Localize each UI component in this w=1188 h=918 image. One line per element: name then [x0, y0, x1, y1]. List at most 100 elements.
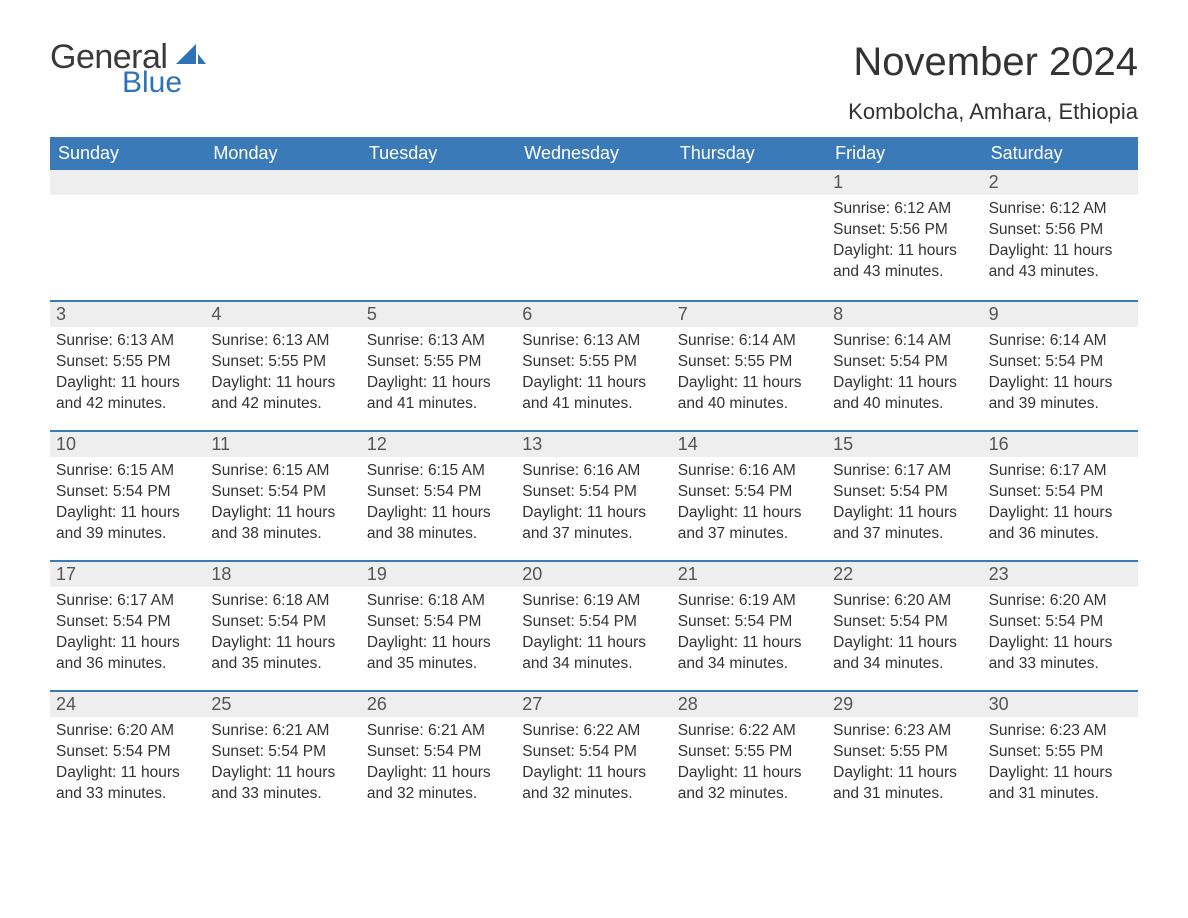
sunset-text: Sunset: 5:55 PM: [989, 742, 1132, 763]
day-number: 29: [827, 692, 982, 717]
sunrise-text: Sunrise: 6:17 AM: [833, 461, 976, 482]
sunrise-text: Sunrise: 6:15 AM: [211, 461, 354, 482]
day-cell: Sunrise: 6:13 AMSunset: 5:55 PMDaylight:…: [205, 327, 360, 425]
day-number: 15: [827, 432, 982, 457]
day-cell: Sunrise: 6:14 AMSunset: 5:55 PMDaylight:…: [672, 327, 827, 425]
day-number: 2: [983, 170, 1138, 195]
daylight-text: Daylight: 11 hours and 33 minutes.: [211, 763, 354, 805]
day-cell: Sunrise: 6:12 AMSunset: 5:56 PMDaylight:…: [983, 195, 1138, 293]
daylight-text: Daylight: 11 hours and 43 minutes.: [833, 241, 976, 283]
daynum-strip: 10111213141516: [50, 432, 1138, 457]
sunset-text: Sunset: 5:55 PM: [678, 352, 821, 373]
daylight-text: Daylight: 11 hours and 41 minutes.: [367, 373, 510, 415]
day-number: [205, 170, 360, 195]
day-cell: [50, 195, 205, 293]
day-number: 24: [50, 692, 205, 717]
daylight-text: Daylight: 11 hours and 32 minutes.: [522, 763, 665, 805]
day-number: 23: [983, 562, 1138, 587]
sunrise-text: Sunrise: 6:16 AM: [522, 461, 665, 482]
sunrise-text: Sunrise: 6:23 AM: [989, 721, 1132, 742]
day-cell: Sunrise: 6:18 AMSunset: 5:54 PMDaylight:…: [205, 587, 360, 685]
sunrise-text: Sunrise: 6:12 AM: [989, 199, 1132, 220]
sunrise-text: Sunrise: 6:14 AM: [989, 331, 1132, 352]
daylight-text: Daylight: 11 hours and 32 minutes.: [367, 763, 510, 805]
daylight-text: Daylight: 11 hours and 34 minutes.: [678, 633, 821, 675]
sunrise-text: Sunrise: 6:14 AM: [678, 331, 821, 352]
sunrise-text: Sunrise: 6:21 AM: [211, 721, 354, 742]
month-title: November 2024: [848, 40, 1138, 85]
week-row: 10111213141516Sunrise: 6:15 AMSunset: 5:…: [50, 430, 1138, 560]
week-row: 17181920212223Sunrise: 6:17 AMSunset: 5:…: [50, 560, 1138, 690]
day-cell: Sunrise: 6:17 AMSunset: 5:54 PMDaylight:…: [827, 457, 982, 555]
day-cell: Sunrise: 6:13 AMSunset: 5:55 PMDaylight:…: [50, 327, 205, 425]
sunset-text: Sunset: 5:54 PM: [367, 612, 510, 633]
daylight-text: Daylight: 11 hours and 42 minutes.: [211, 373, 354, 415]
daylight-text: Daylight: 11 hours and 43 minutes.: [989, 241, 1132, 283]
sunset-text: Sunset: 5:55 PM: [522, 352, 665, 373]
weekday-header: Saturday: [983, 137, 1138, 170]
day-number: 21: [672, 562, 827, 587]
day-number: 11: [205, 432, 360, 457]
daylight-text: Daylight: 11 hours and 33 minutes.: [56, 763, 199, 805]
day-number: 10: [50, 432, 205, 457]
weekday-header: Thursday: [672, 137, 827, 170]
sunrise-text: Sunrise: 6:16 AM: [678, 461, 821, 482]
day-number: [516, 170, 671, 195]
day-number: 12: [361, 432, 516, 457]
day-cell: Sunrise: 6:20 AMSunset: 5:54 PMDaylight:…: [827, 587, 982, 685]
sunset-text: Sunset: 5:54 PM: [678, 482, 821, 503]
day-cell: Sunrise: 6:14 AMSunset: 5:54 PMDaylight:…: [827, 327, 982, 425]
day-cell: Sunrise: 6:17 AMSunset: 5:54 PMDaylight:…: [983, 457, 1138, 555]
daylight-text: Daylight: 11 hours and 40 minutes.: [833, 373, 976, 415]
daylight-text: Daylight: 11 hours and 36 minutes.: [56, 633, 199, 675]
day-cell: Sunrise: 6:22 AMSunset: 5:55 PMDaylight:…: [672, 717, 827, 815]
day-cell: [205, 195, 360, 293]
header-bar: General Blue November 2024 Kombolcha, Am…: [50, 40, 1138, 125]
weekday-header: Friday: [827, 137, 982, 170]
day-number: 8: [827, 302, 982, 327]
daylight-text: Daylight: 11 hours and 37 minutes.: [678, 503, 821, 545]
day-number: 5: [361, 302, 516, 327]
day-number: 27: [516, 692, 671, 717]
sunset-text: Sunset: 5:55 PM: [678, 742, 821, 763]
day-cell: Sunrise: 6:15 AMSunset: 5:54 PMDaylight:…: [361, 457, 516, 555]
day-number: 30: [983, 692, 1138, 717]
day-cell: Sunrise: 6:13 AMSunset: 5:55 PMDaylight:…: [516, 327, 671, 425]
daylight-text: Daylight: 11 hours and 38 minutes.: [367, 503, 510, 545]
sunset-text: Sunset: 5:54 PM: [211, 612, 354, 633]
day-number: 4: [205, 302, 360, 327]
sunrise-text: Sunrise: 6:18 AM: [211, 591, 354, 612]
logo: General Blue: [50, 40, 206, 98]
day-number: 9: [983, 302, 1138, 327]
sunset-text: Sunset: 5:56 PM: [833, 220, 976, 241]
daylight-text: Daylight: 11 hours and 41 minutes.: [522, 373, 665, 415]
sunrise-text: Sunrise: 6:17 AM: [56, 591, 199, 612]
sunrise-text: Sunrise: 6:14 AM: [833, 331, 976, 352]
day-cell: Sunrise: 6:21 AMSunset: 5:54 PMDaylight:…: [205, 717, 360, 815]
sunrise-text: Sunrise: 6:20 AM: [56, 721, 199, 742]
daylight-text: Daylight: 11 hours and 35 minutes.: [211, 633, 354, 675]
day-cell: Sunrise: 6:20 AMSunset: 5:54 PMDaylight:…: [50, 717, 205, 815]
sunset-text: Sunset: 5:54 PM: [989, 612, 1132, 633]
day-number: 28: [672, 692, 827, 717]
day-number: 16: [983, 432, 1138, 457]
sunrise-text: Sunrise: 6:21 AM: [367, 721, 510, 742]
day-number: 18: [205, 562, 360, 587]
day-number: [672, 170, 827, 195]
sunset-text: Sunset: 5:54 PM: [367, 482, 510, 503]
day-cell: [361, 195, 516, 293]
daylight-text: Daylight: 11 hours and 39 minutes.: [56, 503, 199, 545]
sunrise-text: Sunrise: 6:20 AM: [833, 591, 976, 612]
calendar: SundayMondayTuesdayWednesdayThursdayFrid…: [50, 137, 1138, 820]
day-number: 3: [50, 302, 205, 327]
day-cell: Sunrise: 6:21 AMSunset: 5:54 PMDaylight:…: [361, 717, 516, 815]
weekday-header: Tuesday: [361, 137, 516, 170]
day-number: [361, 170, 516, 195]
week-row: 12Sunrise: 6:12 AMSunset: 5:56 PMDayligh…: [50, 170, 1138, 300]
sunset-text: Sunset: 5:55 PM: [211, 352, 354, 373]
day-cell: Sunrise: 6:12 AMSunset: 5:56 PMDaylight:…: [827, 195, 982, 293]
daylight-text: Daylight: 11 hours and 37 minutes.: [522, 503, 665, 545]
sunrise-text: Sunrise: 6:13 AM: [367, 331, 510, 352]
sunset-text: Sunset: 5:55 PM: [367, 352, 510, 373]
sunrise-text: Sunrise: 6:12 AM: [833, 199, 976, 220]
